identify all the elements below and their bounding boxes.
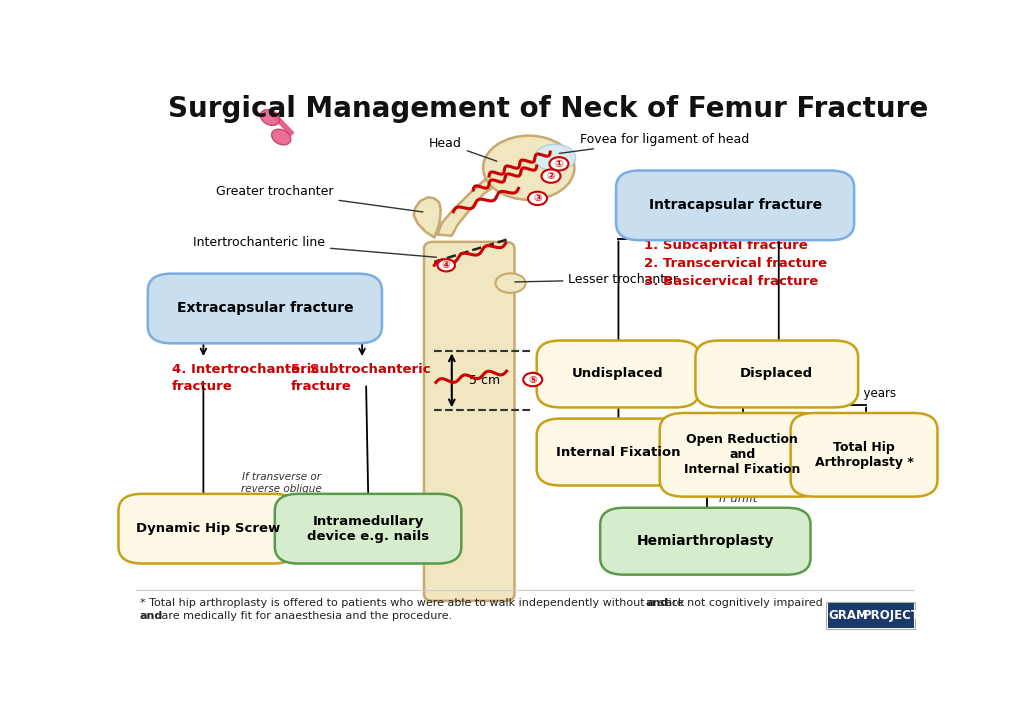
FancyBboxPatch shape <box>537 418 699 486</box>
FancyBboxPatch shape <box>791 413 938 497</box>
Text: ③: ③ <box>534 193 542 203</box>
Text: If transverse or
reverse oblique: If transverse or reverse oblique <box>241 472 322 494</box>
Circle shape <box>550 157 568 170</box>
FancyBboxPatch shape <box>659 413 824 497</box>
Ellipse shape <box>483 135 574 200</box>
Ellipse shape <box>271 129 291 145</box>
Text: Greater trochanter: Greater trochanter <box>216 185 423 212</box>
Ellipse shape <box>260 109 280 125</box>
Ellipse shape <box>535 144 575 171</box>
Text: Intracapsular fracture: Intracapsular fracture <box>648 198 821 212</box>
Ellipse shape <box>496 274 525 293</box>
Circle shape <box>528 192 547 205</box>
FancyBboxPatch shape <box>424 242 514 601</box>
FancyBboxPatch shape <box>537 340 699 408</box>
Text: Hemiarthroplasty: Hemiarthroplasty <box>637 534 774 548</box>
Text: Intramedullary
device e.g. nails: Intramedullary device e.g. nails <box>307 515 429 543</box>
FancyBboxPatch shape <box>695 340 858 408</box>
Text: ≥70 years: ≥70 years <box>836 387 897 400</box>
Circle shape <box>437 259 455 272</box>
Text: 4. Intertrochanteric
fracture: 4. Intertrochanteric fracture <box>172 363 318 393</box>
Text: 1. Subcapital fracture
2. Transcervical fracture
3. Basicervical fracture: 1. Subcapital fracture 2. Transcervical … <box>644 238 826 287</box>
FancyBboxPatch shape <box>869 603 913 628</box>
FancyBboxPatch shape <box>616 170 854 240</box>
Text: Internal Fixation: Internal Fixation <box>556 445 680 458</box>
Polygon shape <box>437 161 531 236</box>
Text: Total Hip
Arthroplasty *: Total Hip Arthroplasty * <box>815 441 913 469</box>
Text: <70 years: <70 years <box>702 387 763 400</box>
Text: ⑤: ⑤ <box>528 374 538 384</box>
Text: Head: Head <box>429 137 497 161</box>
Text: * Total hip arthroplasty is offered to patients who were able to walk independen: * Total hip arthroplasty is offered to p… <box>140 598 688 608</box>
Text: and: and <box>645 598 669 608</box>
FancyBboxPatch shape <box>274 494 461 563</box>
Text: 5 cm: 5 cm <box>469 374 501 387</box>
Text: Intertrochanteric line: Intertrochanteric line <box>193 236 436 257</box>
Circle shape <box>542 169 560 182</box>
FancyBboxPatch shape <box>119 494 297 563</box>
Text: Dynamic Hip Screw: Dynamic Hip Screw <box>135 522 280 535</box>
Text: Fovea for ligament of head: Fovea for ligament of head <box>559 132 750 153</box>
FancyBboxPatch shape <box>600 508 811 575</box>
Text: Displaced: Displaced <box>740 368 813 381</box>
Text: PROJECT: PROJECT <box>863 609 920 622</box>
Text: ②: ② <box>547 171 555 181</box>
FancyBboxPatch shape <box>826 602 915 628</box>
Text: ④: ④ <box>442 260 451 270</box>
Circle shape <box>523 373 543 386</box>
Text: Surgical Management of Neck of Femur Fracture: Surgical Management of Neck of Femur Fra… <box>169 95 929 123</box>
Text: Undisplaced: Undisplaced <box>572 368 664 381</box>
Text: are not cognitively impaired: are not cognitively impaired <box>663 598 823 608</box>
Text: 5. Subtrochanteric
fracture: 5. Subtrochanteric fracture <box>291 363 430 393</box>
Text: Extracapsular fracture: Extracapsular fracture <box>176 301 353 316</box>
Text: Open Reduction
and
Internal Fixation: Open Reduction and Internal Fixation <box>684 434 801 476</box>
FancyBboxPatch shape <box>828 603 869 628</box>
FancyBboxPatch shape <box>147 274 382 343</box>
Text: ①: ① <box>555 159 563 169</box>
Text: are medically fit for anaesthesia and the procedure.: are medically fit for anaesthesia and th… <box>158 611 453 621</box>
Text: and: and <box>140 611 163 621</box>
Text: Lesser trochanter: Lesser trochanter <box>515 273 679 286</box>
Text: GRAM: GRAM <box>828 609 868 622</box>
Text: If unfit: If unfit <box>719 492 758 505</box>
Polygon shape <box>414 197 440 237</box>
